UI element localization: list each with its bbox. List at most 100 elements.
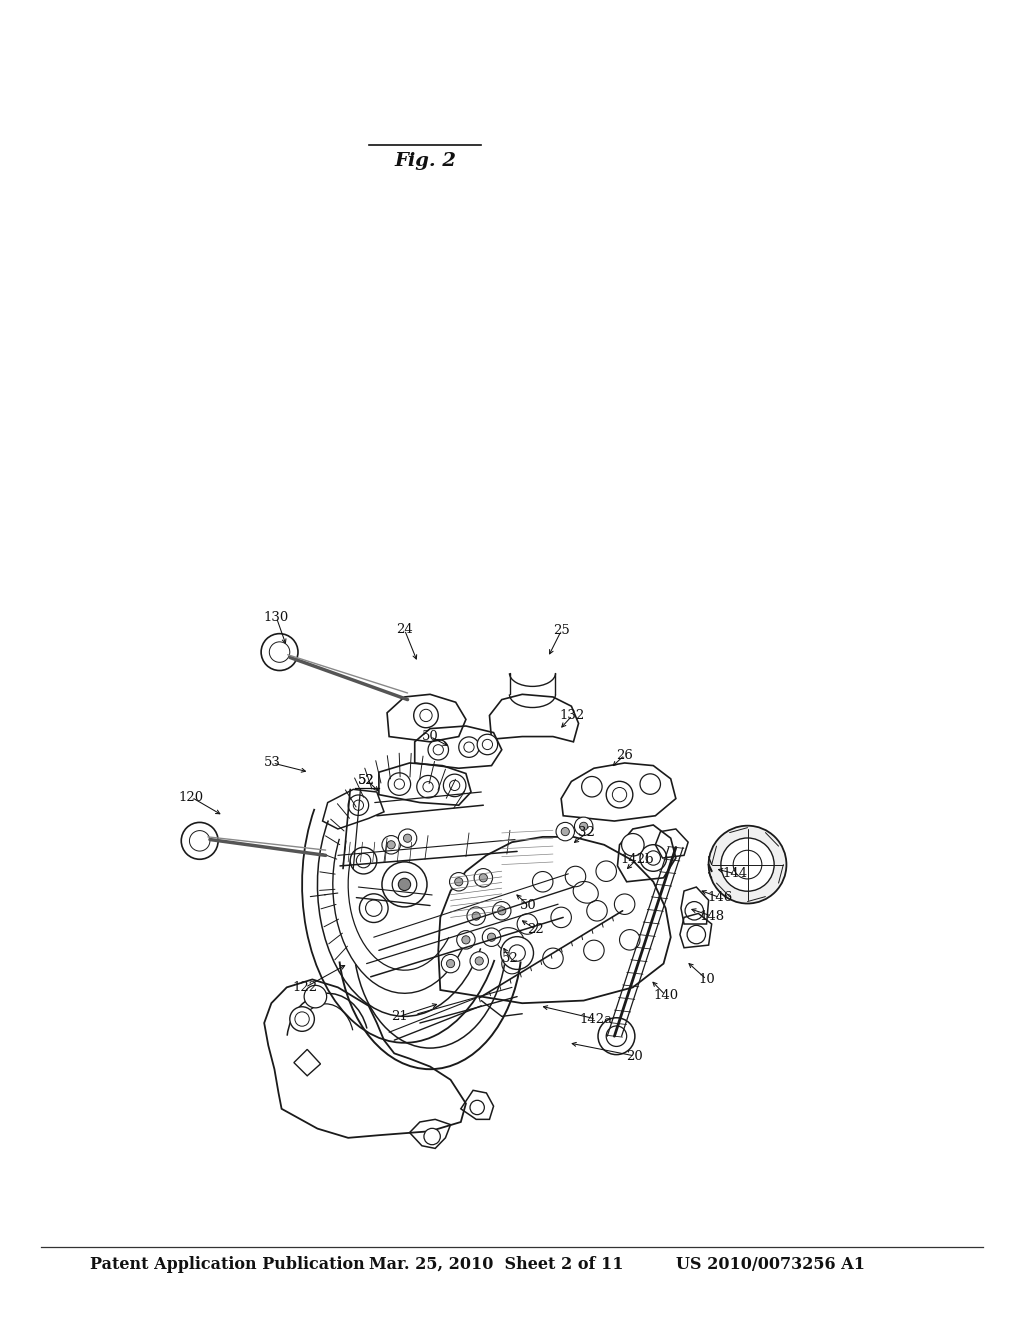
Circle shape bbox=[398, 878, 411, 891]
Text: Fig. 2: Fig. 2 bbox=[394, 152, 456, 170]
Circle shape bbox=[517, 913, 538, 935]
Text: 146: 146 bbox=[708, 891, 732, 904]
Circle shape bbox=[392, 873, 417, 896]
Text: 140: 140 bbox=[653, 989, 678, 1002]
Circle shape bbox=[403, 834, 412, 842]
Text: 122: 122 bbox=[293, 981, 317, 994]
Text: 52: 52 bbox=[358, 774, 375, 787]
Circle shape bbox=[501, 937, 534, 969]
Text: 50: 50 bbox=[520, 899, 537, 912]
Circle shape bbox=[290, 1007, 314, 1031]
Circle shape bbox=[606, 781, 633, 808]
Circle shape bbox=[498, 907, 506, 915]
Text: Patent Application Publication: Patent Application Publication bbox=[90, 1257, 365, 1272]
Circle shape bbox=[561, 828, 569, 836]
Circle shape bbox=[295, 1012, 309, 1026]
Circle shape bbox=[359, 894, 388, 923]
Circle shape bbox=[181, 822, 218, 859]
Circle shape bbox=[487, 933, 496, 941]
Circle shape bbox=[366, 900, 382, 916]
Circle shape bbox=[450, 780, 460, 791]
Text: 24: 24 bbox=[396, 623, 413, 636]
Circle shape bbox=[394, 779, 404, 789]
Text: 148: 148 bbox=[699, 909, 724, 923]
Circle shape bbox=[502, 953, 522, 974]
Circle shape bbox=[565, 866, 586, 887]
Circle shape bbox=[614, 894, 635, 915]
Circle shape bbox=[457, 931, 475, 949]
Circle shape bbox=[423, 781, 433, 792]
Circle shape bbox=[509, 945, 525, 961]
Text: 21: 21 bbox=[391, 1010, 408, 1023]
Circle shape bbox=[556, 822, 574, 841]
Text: 132: 132 bbox=[560, 709, 585, 722]
Text: 53: 53 bbox=[264, 756, 281, 770]
Circle shape bbox=[733, 850, 762, 879]
Circle shape bbox=[353, 800, 364, 810]
Circle shape bbox=[387, 841, 395, 849]
Text: 22: 22 bbox=[527, 923, 544, 936]
Circle shape bbox=[420, 709, 432, 722]
Circle shape bbox=[582, 776, 602, 797]
Circle shape bbox=[474, 869, 493, 887]
Circle shape bbox=[532, 871, 553, 892]
Circle shape bbox=[479, 874, 487, 882]
Circle shape bbox=[455, 878, 463, 886]
Text: 20: 20 bbox=[627, 1049, 643, 1063]
Circle shape bbox=[470, 952, 488, 970]
Circle shape bbox=[382, 836, 400, 854]
Circle shape bbox=[441, 954, 460, 973]
Circle shape bbox=[459, 737, 479, 758]
Circle shape bbox=[477, 734, 498, 755]
Circle shape bbox=[424, 1129, 440, 1144]
Circle shape bbox=[721, 838, 774, 891]
Text: 52: 52 bbox=[502, 952, 518, 965]
Circle shape bbox=[304, 985, 327, 1008]
Circle shape bbox=[261, 634, 298, 671]
Text: 32: 32 bbox=[579, 826, 595, 840]
Circle shape bbox=[551, 907, 571, 928]
Circle shape bbox=[269, 642, 290, 663]
Circle shape bbox=[356, 854, 371, 867]
Circle shape bbox=[398, 829, 417, 847]
Text: 10: 10 bbox=[698, 973, 715, 986]
Circle shape bbox=[388, 772, 411, 796]
Circle shape bbox=[417, 775, 439, 799]
Circle shape bbox=[464, 742, 474, 752]
Circle shape bbox=[574, 817, 593, 836]
Circle shape bbox=[612, 788, 627, 801]
Circle shape bbox=[475, 957, 483, 965]
Circle shape bbox=[620, 929, 640, 950]
Text: 120: 120 bbox=[179, 791, 204, 804]
Circle shape bbox=[640, 774, 660, 795]
Circle shape bbox=[687, 925, 706, 944]
Circle shape bbox=[348, 795, 369, 816]
Circle shape bbox=[467, 907, 485, 925]
Circle shape bbox=[470, 1101, 484, 1114]
Text: 142b: 142b bbox=[621, 853, 653, 866]
Circle shape bbox=[428, 739, 449, 760]
Circle shape bbox=[709, 826, 786, 903]
Text: 25: 25 bbox=[553, 624, 569, 638]
Circle shape bbox=[598, 1018, 635, 1055]
Circle shape bbox=[482, 739, 493, 750]
Text: 52: 52 bbox=[358, 774, 375, 787]
Circle shape bbox=[493, 902, 511, 920]
Circle shape bbox=[587, 900, 607, 921]
Circle shape bbox=[543, 948, 563, 969]
Text: Mar. 25, 2010  Sheet 2 of 11: Mar. 25, 2010 Sheet 2 of 11 bbox=[369, 1257, 624, 1272]
Circle shape bbox=[433, 744, 443, 755]
Text: US 2010/0073256 A1: US 2010/0073256 A1 bbox=[676, 1257, 865, 1272]
Circle shape bbox=[472, 912, 480, 920]
Circle shape bbox=[382, 862, 427, 907]
Circle shape bbox=[450, 873, 468, 891]
Circle shape bbox=[596, 861, 616, 882]
Circle shape bbox=[189, 830, 210, 851]
Circle shape bbox=[685, 902, 703, 920]
Circle shape bbox=[640, 845, 667, 871]
Circle shape bbox=[622, 833, 644, 857]
Circle shape bbox=[446, 960, 455, 968]
Circle shape bbox=[462, 936, 470, 944]
Circle shape bbox=[606, 1026, 627, 1047]
Circle shape bbox=[414, 704, 438, 727]
